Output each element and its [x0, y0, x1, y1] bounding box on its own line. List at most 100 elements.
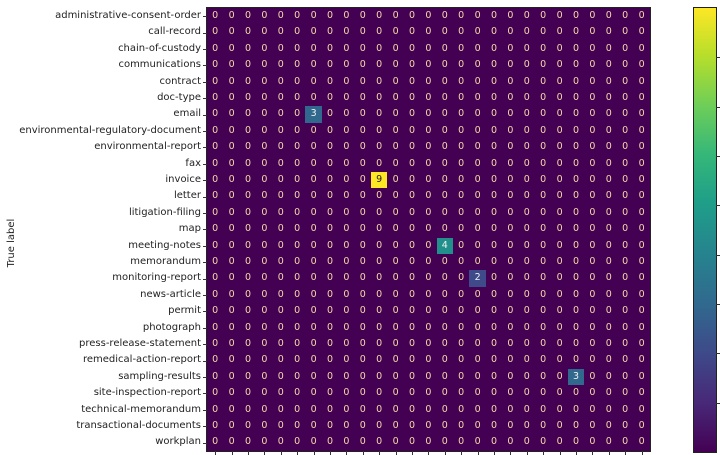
matrix-cell: 0 — [310, 321, 317, 333]
matrix-cell: 4 — [436, 237, 453, 254]
matrix-cell: 0 — [638, 354, 645, 366]
matrix-cell: 0 — [490, 10, 498, 21]
matrix-cell: 0 — [294, 321, 301, 333]
matrix-cell: 0 — [376, 436, 383, 448]
matrix-cell: 0 — [523, 387, 530, 399]
matrix-cell: 0 — [507, 256, 514, 267]
matrix-cell: 0 — [310, 338, 317, 349]
matrix-cell: 0 — [507, 321, 514, 333]
matrix-cell: 0 — [622, 124, 629, 136]
matrix-cell: 0 — [605, 223, 612, 235]
matrix-cell: 0 — [212, 92, 219, 103]
matrix-cell: 0 — [490, 239, 498, 251]
matrix-cell: 0 — [261, 108, 268, 120]
matrix-cell: 0 — [244, 141, 252, 153]
matrix-cell: 0 — [474, 141, 481, 153]
matrix-cell: 0 — [458, 305, 465, 317]
y-tick — [203, 344, 207, 346]
matrix-cell: 0 — [277, 157, 284, 169]
matrix-cell: 0 — [359, 42, 366, 54]
matrix-cell: 0 — [326, 272, 334, 284]
matrix-cell: 0 — [228, 239, 235, 251]
matrix-cell: 0 — [228, 174, 235, 185]
matrix-cell: 0 — [458, 354, 465, 366]
matrix-cell: 0 — [343, 272, 350, 284]
y-tick — [203, 98, 207, 100]
matrix-cell: 0 — [490, 190, 498, 202]
matrix-cell: 0 — [408, 305, 416, 317]
matrix-cell: 0 — [228, 75, 235, 87]
matrix-cell: 0 — [244, 26, 252, 38]
matrix-cell: 0 — [277, 108, 284, 120]
matrix-cell: 0 — [261, 288, 268, 300]
matrix-cell: 0 — [359, 436, 366, 448]
matrix-cell: 0 — [441, 157, 448, 169]
matrix-cell: 0 — [622, 436, 629, 448]
matrix-cell: 0 — [605, 92, 612, 103]
matrix-cell: 0 — [441, 420, 448, 431]
matrix-cell: 0 — [458, 403, 465, 415]
matrix-cell: 0 — [474, 75, 481, 87]
matrix-cell: 0 — [261, 92, 268, 103]
matrix-cell: 0 — [261, 354, 268, 366]
matrix-cell: 0 — [359, 157, 366, 169]
matrix-cell: 0 — [507, 92, 514, 103]
matrix-cell: 0 — [490, 124, 498, 136]
matrix-cell: 0 — [507, 403, 514, 415]
matrix-cell: 0 — [376, 157, 383, 169]
matrix-cell: 0 — [622, 10, 629, 21]
y-tick — [203, 278, 207, 280]
matrix-cell: 0 — [244, 42, 252, 54]
matrix-cell: 0 — [605, 75, 612, 87]
matrix-cell: 0 — [294, 206, 301, 218]
colorbar-tick — [716, 57, 720, 59]
matrix-cell: 0 — [326, 223, 334, 235]
matrix-cell: 0 — [572, 223, 580, 235]
matrix-cell: 0 — [523, 370, 530, 382]
matrix-cell: 0 — [556, 223, 563, 235]
matrix-cell: 0 — [507, 305, 514, 317]
matrix-cell: 0 — [622, 288, 629, 300]
matrix-cell: 0 — [376, 420, 383, 431]
matrix-cell: 0 — [572, 239, 580, 251]
row-label: call-record — [148, 26, 201, 38]
matrix-cell: 0 — [622, 42, 629, 54]
matrix-cell: 0 — [490, 370, 498, 382]
matrix-cell: 0 — [376, 92, 383, 103]
colorbar-tick — [716, 205, 720, 207]
row-label: permit — [168, 305, 201, 317]
matrix-cell: 0 — [343, 75, 350, 87]
matrix-cell: 0 — [244, 420, 252, 431]
matrix-cell: 0 — [326, 305, 334, 317]
matrix-cell: 0 — [605, 436, 612, 448]
matrix-cell: 0 — [359, 321, 366, 333]
y-tick — [203, 213, 207, 214]
matrix-cell: 0 — [540, 272, 547, 284]
matrix-cell: 0 — [441, 42, 448, 54]
matrix-cell: 0 — [540, 420, 547, 431]
matrix-cell: 0 — [589, 370, 596, 382]
matrix-cell: 0 — [326, 157, 334, 169]
matrix-cell: 0 — [572, 420, 580, 431]
matrix-cell: 0 — [212, 370, 219, 382]
row-label: monitoring-report — [112, 272, 201, 284]
matrix-cell: 0 — [441, 108, 448, 120]
matrix-cell: 0 — [244, 206, 252, 218]
matrix-cell: 0 — [277, 124, 284, 136]
matrix-cell: 0 — [244, 387, 252, 399]
matrix-cell: 0 — [605, 108, 612, 120]
matrix-cell: 0 — [556, 157, 563, 169]
matrix-cell: 2 — [469, 270, 486, 287]
matrix-cell: 3 — [567, 368, 585, 386]
matrix-cell: 0 — [326, 174, 334, 185]
matrix-cell: 0 — [589, 305, 596, 317]
matrix-cell: 0 — [441, 223, 448, 235]
matrix-cell: 0 — [277, 223, 284, 235]
matrix-cell: 0 — [376, 59, 383, 71]
matrix-cell: 0 — [622, 92, 629, 103]
matrix-cell: 0 — [507, 10, 514, 21]
matrix-cell: 0 — [425, 59, 432, 71]
y-tick — [203, 49, 207, 50]
y-tick — [203, 327, 207, 329]
matrix-cell: 0 — [228, 124, 235, 136]
